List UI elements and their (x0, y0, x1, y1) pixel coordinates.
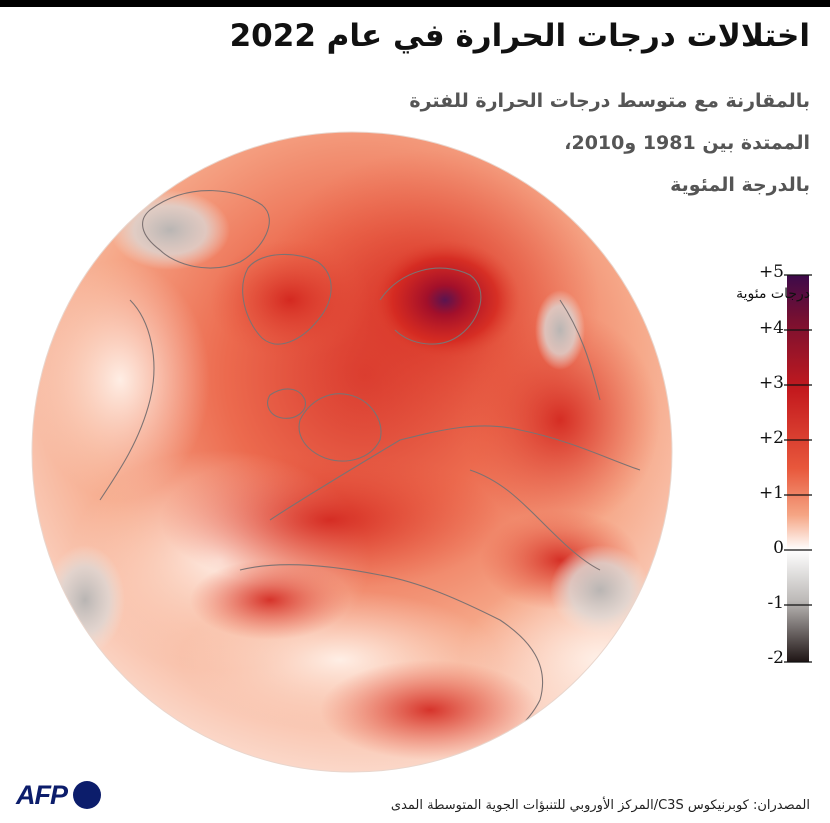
afp-logo-circle-icon (73, 781, 102, 809)
legend-tick-marks (784, 274, 812, 663)
legend-tick-label: +5 (758, 262, 784, 282)
legend-tick-label: +3 (758, 373, 784, 393)
afp-logo: AFP (16, 780, 102, 810)
legend-tick-label: +1 (758, 483, 784, 503)
legend-tick-label: +2 (758, 428, 784, 448)
subtitle-line-1: بالمقارنة مع متوسط درجات الحرارة للفترة (409, 90, 810, 112)
legend-color-bar (787, 275, 809, 662)
page-title: اختلالات درجات الحرارة في عام 2022 (229, 18, 810, 54)
legend-tick-label: -2 (767, 648, 784, 668)
top-rule (0, 0, 830, 7)
source-credit: المصدران: كوبرنيكوس C3S/المركز الأوروبي … (390, 798, 810, 813)
legend-unit-label: درجات مئوية (736, 286, 810, 302)
globe-rim (31, 131, 673, 773)
legend-tick-label: +4 (758, 318, 784, 338)
subtitle-line-3: بالدرجة المئوية (670, 174, 810, 196)
color-legend (784, 274, 812, 663)
subtitle-line-2: الممتدة بين 1981 و2010، (564, 132, 810, 154)
legend-tick-label: 0 (773, 538, 784, 558)
subtitle: بالمقارنة مع متوسط درجات الحرارة للفترة … (310, 80, 810, 206)
legend-tick-label: -1 (767, 593, 784, 613)
afp-logo-text: AFP (16, 780, 68, 810)
